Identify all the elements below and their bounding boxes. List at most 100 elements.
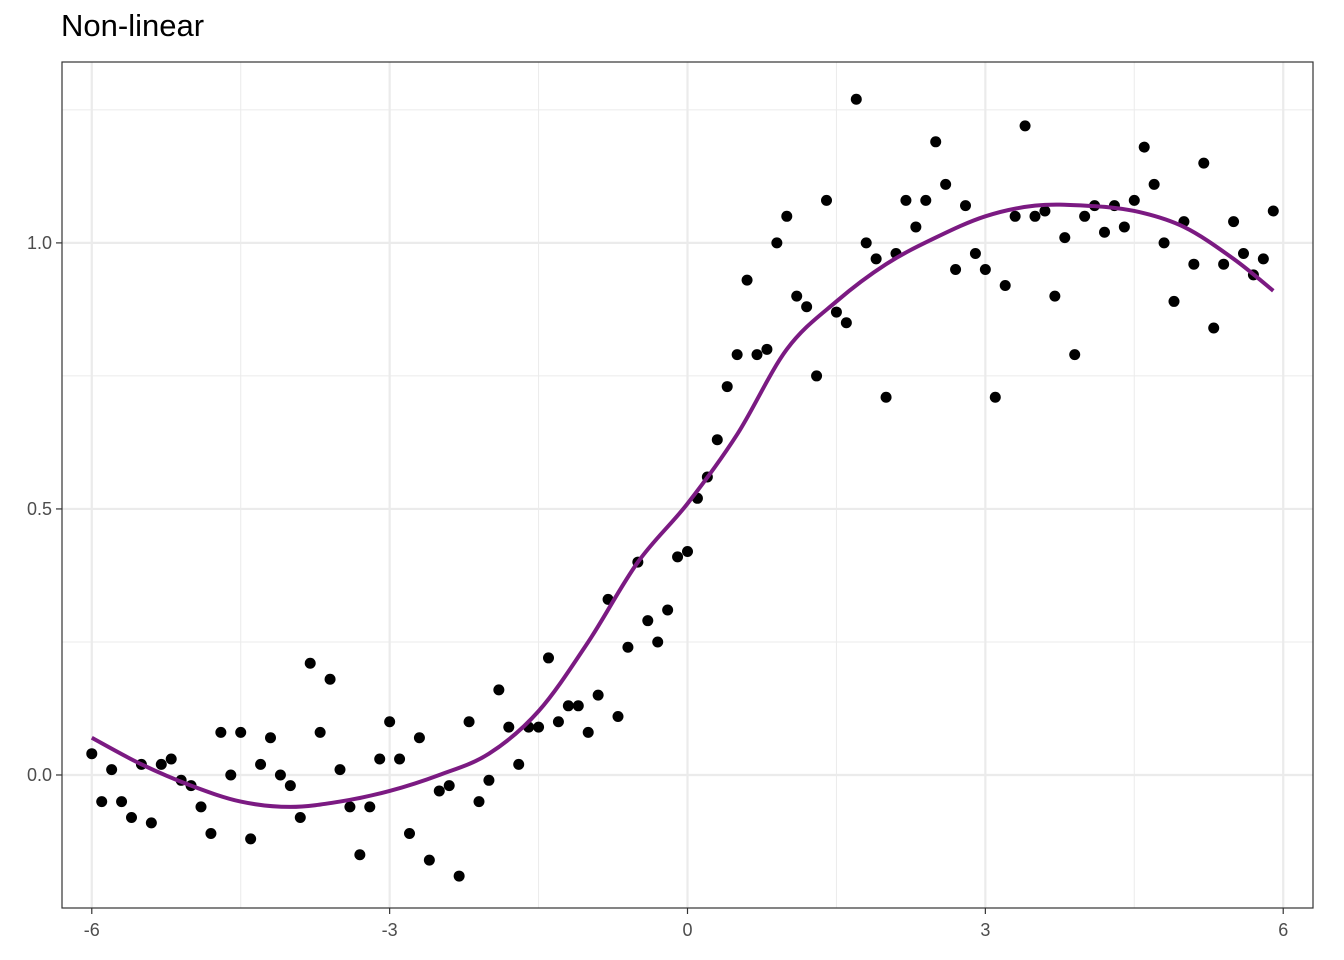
data-point [235,726,247,738]
data-point [473,796,485,808]
data-point [751,349,763,361]
data-point [880,391,892,403]
data-point [324,673,336,685]
data-point [364,801,376,813]
data-point [453,870,465,882]
data-point [850,93,862,105]
data-point [999,279,1011,291]
data-point [1079,210,1091,222]
data-point [1099,226,1110,238]
data-point [940,178,952,190]
data-point [761,343,773,355]
x-tick-label: -6 [84,920,100,940]
data-point [969,248,981,260]
data-point [811,370,823,382]
x-tick-label: 3 [980,920,990,940]
data-point [1049,290,1061,302]
data-point [106,764,118,776]
data-point [1168,295,1180,307]
data-point [155,758,167,770]
data-point [225,769,237,781]
data-point [1267,205,1279,217]
y-tick-label: 1.0 [27,233,52,253]
data-point [930,136,942,148]
data-point [572,700,584,712]
x-axis: -6 -3 0 3 6 [84,908,1288,940]
data-point [910,221,922,233]
y-axis: 0.0 0.5 1.0 [27,233,62,785]
data-point [979,264,991,276]
data-point [562,700,574,712]
major-gridlines [62,62,1313,908]
y-tick-label: 0.5 [27,499,52,519]
data-point [721,381,733,393]
y-tick-label: 0.0 [27,765,52,785]
data-point [413,732,425,744]
data-point [195,801,207,813]
data-point [384,716,396,728]
data-point [741,274,753,286]
data-point [682,546,693,558]
data-point [612,710,624,722]
x-tick-label: 0 [682,920,692,940]
data-point [1208,322,1220,334]
data-point [423,854,435,866]
data-point [1059,232,1071,244]
data-point [284,780,296,792]
data-point [1118,221,1130,233]
data-point [513,758,525,770]
data-point [662,604,674,616]
data-point [433,785,445,797]
data-point [582,726,594,738]
data-point [642,615,654,627]
data-point [274,769,286,781]
data-point [1238,248,1249,260]
data-point [334,764,346,776]
data-point [354,849,366,861]
data-point [443,780,455,792]
data-point [1257,253,1269,265]
data-point [652,636,664,648]
data-point [1218,258,1230,270]
data-point [86,748,98,760]
data-point [552,716,564,728]
data-point [1148,178,1160,190]
data-point [731,349,743,361]
data-point [404,828,415,840]
data-point [821,194,832,206]
data-point [245,833,257,845]
data-point [145,817,157,829]
data-point [1069,349,1081,361]
fit-line [90,202,1275,809]
data-point [830,306,842,318]
data-point [1188,258,1200,270]
data-point [1198,157,1210,169]
data-point [1029,210,1041,222]
data-point [711,434,723,446]
data-point [116,796,128,808]
data-point [860,237,872,249]
data-point [1228,216,1240,228]
data-point [265,732,276,744]
data-point [255,758,267,770]
data-point [840,317,852,329]
data-point [1138,141,1150,153]
data-point [463,716,475,728]
data-point [1039,205,1051,217]
data-point [205,828,217,840]
data-point [592,689,604,701]
data-point [771,237,783,249]
data-point [314,726,326,738]
data-point [483,774,495,786]
data-point [374,753,386,765]
data-point [126,812,137,824]
data-point [781,210,793,222]
data-point [294,812,306,824]
data-point [672,551,684,563]
data-point [304,657,316,669]
data-point [870,253,882,265]
data-point [989,391,1001,403]
data-point [344,801,356,813]
data-point [950,264,962,276]
